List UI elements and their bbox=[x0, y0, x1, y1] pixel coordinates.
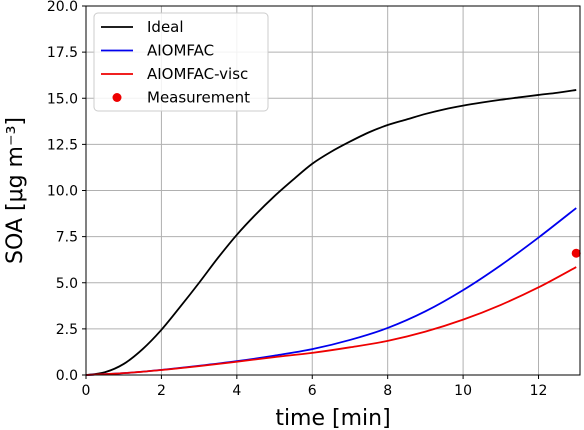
legend: Ideal AIOMFAC AIOMFAC-visc Measurement bbox=[93, 12, 269, 112]
y-tick-label: 7.5 bbox=[56, 230, 78, 246]
ideal-line bbox=[85, 89, 577, 376]
x-tick-label: 8 bbox=[383, 383, 392, 399]
legend-label-aiomfac-visc: AIOMFAC-visc bbox=[147, 65, 248, 83]
y-tick-label: 2.5 bbox=[56, 322, 78, 338]
legend-label-aiomfac: AIOMFAC bbox=[147, 42, 214, 60]
y-axis-title: SOA [μg m⁻³] bbox=[3, 117, 28, 264]
legend-label-measurement: Measurement bbox=[147, 89, 250, 107]
x-tick-label: 12 bbox=[530, 383, 548, 399]
grid bbox=[85, 5, 580, 376]
x-tick-label: 6 bbox=[308, 383, 317, 399]
legend-box bbox=[93, 12, 269, 112]
x-tick-label: 4 bbox=[232, 383, 241, 399]
series-group bbox=[85, 89, 581, 376]
y-tick-label: 20.0 bbox=[47, 0, 78, 15]
legend-label-ideal: Ideal bbox=[147, 18, 184, 36]
x-tick-label: 2 bbox=[157, 383, 166, 399]
y-tick-label: 15.0 bbox=[47, 91, 78, 107]
legend-marker-measurement bbox=[112, 93, 122, 102]
measurement-point bbox=[571, 248, 581, 258]
y-tick-label: 12.5 bbox=[47, 137, 78, 153]
y-tick-label: 5.0 bbox=[56, 276, 78, 292]
ticks: 0 2 4 6 8 10 12 0.0 2.5 5.0 7.5 10.0 12.5 15.0 17.5 20.… bbox=[47, 0, 548, 399]
y-tick-label: 17.5 bbox=[47, 45, 78, 61]
y-tick-label: 10.0 bbox=[47, 184, 78, 200]
x-tick-label: 0 bbox=[82, 383, 91, 399]
x-axis-title: time [min] bbox=[275, 406, 390, 430]
aiomfac-visc-line bbox=[85, 266, 577, 376]
x-tick-label: 10 bbox=[454, 383, 472, 399]
y-tick-label: 0.0 bbox=[56, 368, 78, 384]
